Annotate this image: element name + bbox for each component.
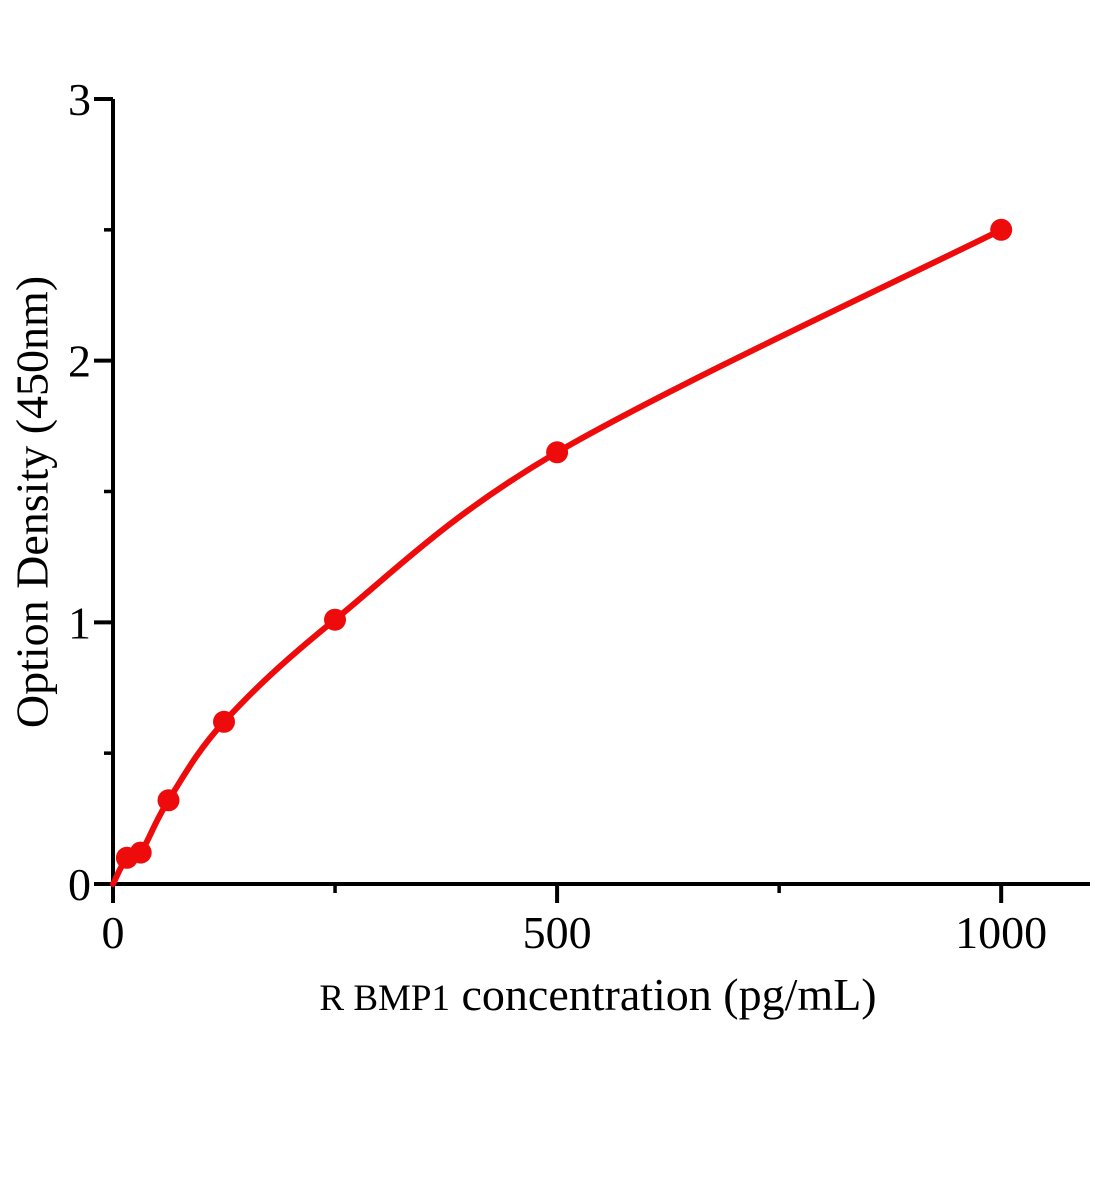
x-axis-title-analyte: R BMP1 (319, 978, 450, 1019)
x-axis-title-text: concentration (pg/mL) (449, 969, 877, 1020)
axes: 0 500 1000 0 1 2 3 (68, 74, 1090, 958)
y-tick-label: 3 (68, 74, 91, 125)
data-point (129, 841, 152, 864)
data-point (324, 608, 346, 631)
data-point (990, 218, 1013, 241)
data-point (157, 789, 180, 812)
x-tick-label: 500 (523, 907, 592, 958)
series-curve (110, 226, 1005, 887)
y-tick-label: 1 (68, 597, 91, 648)
x-tick-label: 0 (102, 907, 125, 958)
x-tick-label: 1000 (955, 907, 1047, 958)
y-tick-label: 0 (68, 859, 91, 910)
data-point (546, 441, 569, 464)
data-point (213, 710, 235, 733)
data-series (110, 218, 1013, 887)
y-axis-title: Option Density (450nm) (6, 275, 58, 729)
x-axis-title: R BMP1 concentration (pg/mL) (319, 968, 876, 1021)
y-tick-label: 2 (68, 336, 91, 387)
